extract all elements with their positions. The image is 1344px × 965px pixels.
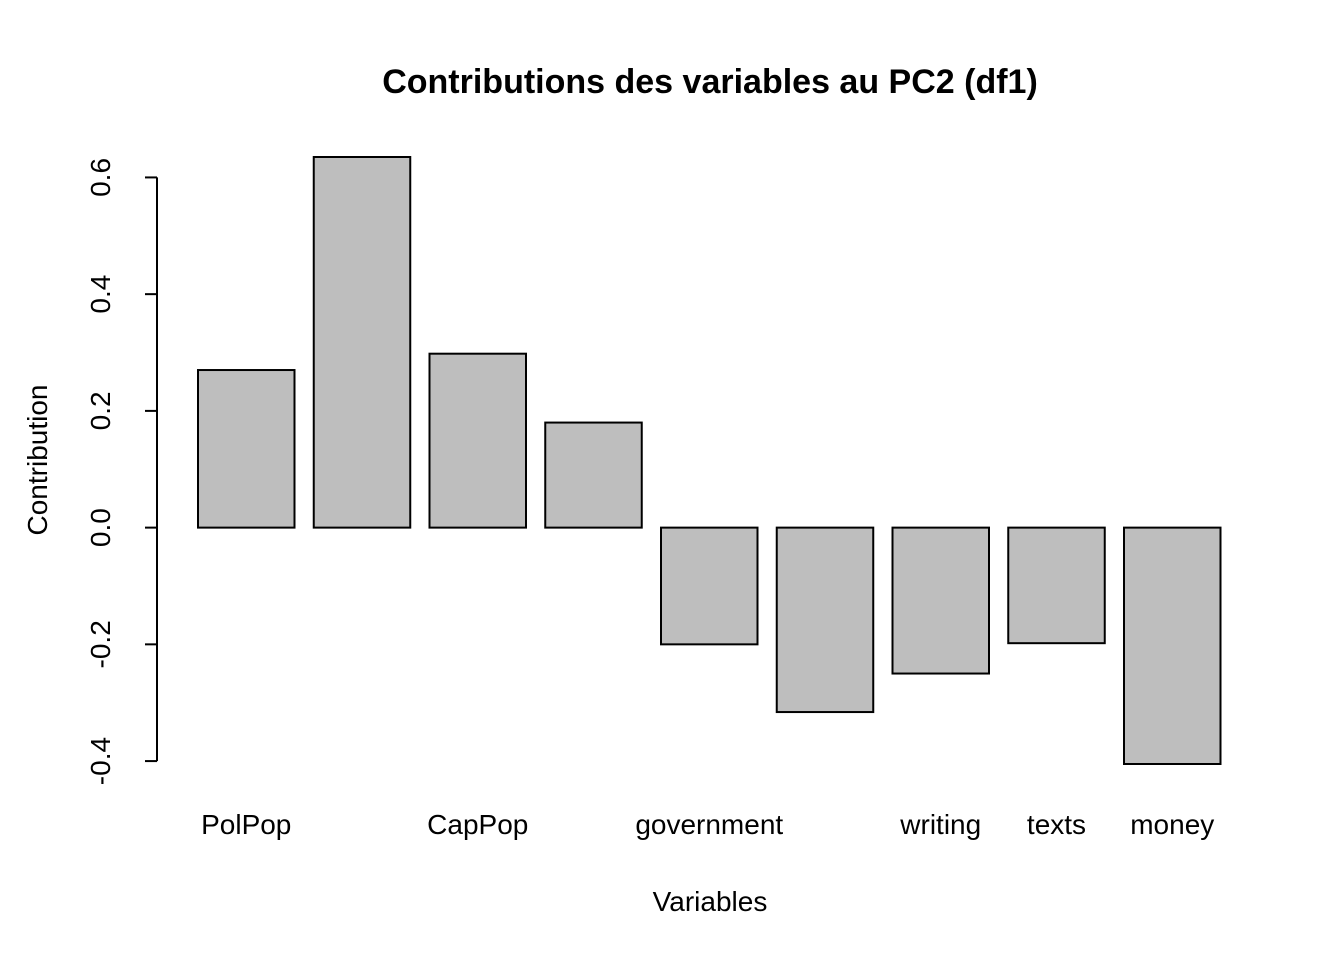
y-tick-label: 0.4 <box>85 275 116 314</box>
bar <box>775 526 875 714</box>
y-tick-label: 0.2 <box>85 391 116 430</box>
y-tick-label: -0.2 <box>85 620 116 668</box>
bar <box>1007 526 1106 645</box>
bar <box>544 421 643 529</box>
y-tick-label: -0.4 <box>85 737 116 785</box>
x-tick-label: government <box>635 809 783 840</box>
y-axis: -0.4 -0.2 0.0 0.2 0.4 0.6 <box>85 158 158 785</box>
bars-group <box>197 156 1222 765</box>
bar <box>312 156 412 529</box>
bar <box>660 526 759 646</box>
x-tick-label: PolPop <box>201 809 291 840</box>
x-tick-label: money <box>1130 809 1214 840</box>
bar <box>1123 526 1222 765</box>
bar <box>197 369 296 529</box>
x-tick-label: writing <box>899 809 981 840</box>
x-tick-labels: PolPop CapPop government writing texts money <box>201 809 1214 840</box>
x-axis-label: Variables <box>653 886 768 917</box>
y-tick-label: 0.6 <box>85 158 116 197</box>
bar <box>428 352 527 529</box>
y-tick-label: 0.0 <box>85 508 116 547</box>
chart-title: Contributions des variables au PC2 (df1) <box>382 63 1038 101</box>
bar <box>891 526 990 675</box>
y-axis-label: Contribution <box>22 385 53 536</box>
x-tick-label: CapPop <box>427 809 528 840</box>
x-tick-label: texts <box>1027 809 1086 840</box>
